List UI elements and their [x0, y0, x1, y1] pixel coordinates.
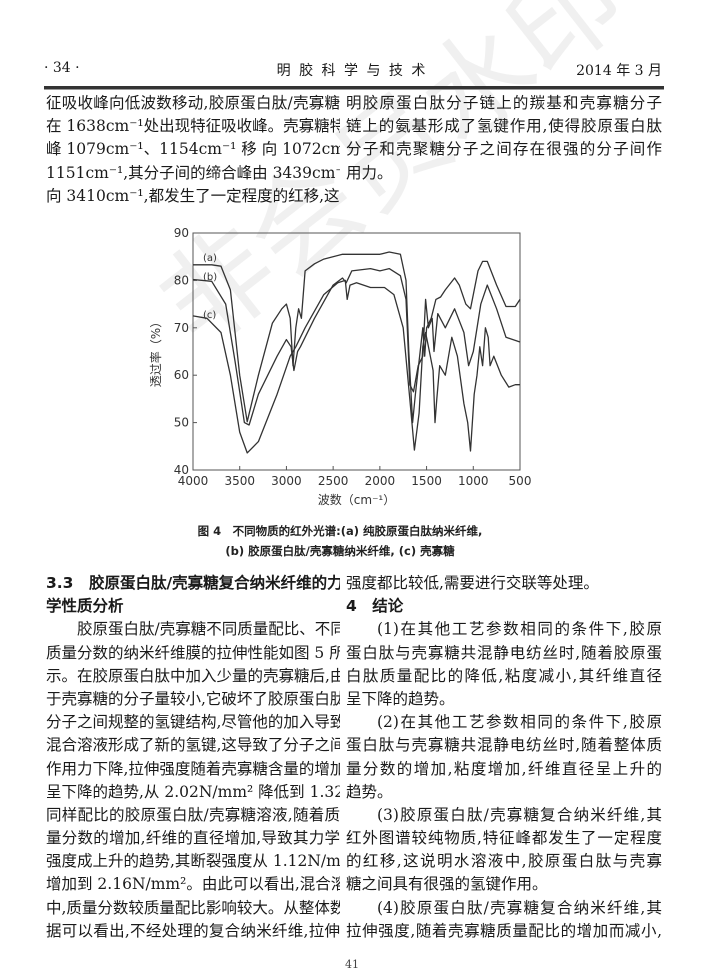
text-line: 向 3410cm⁻¹,都发生了一定程度的红移,这说 — [46, 186, 340, 205]
text-line: 同样配比的胶原蛋白肽/壳寡糖溶液,随着质 — [46, 805, 340, 824]
x-tick-label: 2500 — [318, 474, 349, 488]
text-line: 增加到 2.16N/mm²。由此可以看出,混合溶液 — [46, 875, 340, 894]
text-line: 量分数的增加,纤维的直径增加,导致其力学 — [46, 829, 340, 848]
text-line: 4 结论 — [346, 597, 404, 616]
text-line: 1151cm⁻¹,其分子间的缔合峰由 3439cm⁻¹移 — [46, 163, 340, 182]
text-line: 强度成上升的趋势,其断裂强度从 1.12N/mm² — [46, 852, 340, 871]
text-line: 据可以看出,不经处理的复合纳米纤维,拉伸 — [46, 921, 340, 940]
text-line: 强度都比较低,需要进行交联等处理。 — [346, 574, 599, 592]
text-line: 蛋白肽与壳寡糖共混静电纺丝时,随着胶原蛋 — [346, 643, 662, 662]
y-tick-label: 50 — [174, 416, 189, 430]
y-tick-label: 40 — [174, 463, 189, 477]
y-tick-label: 60 — [174, 368, 189, 382]
y-tick-label: 70 — [174, 321, 189, 335]
text-line: 作用力下降,拉伸强度随着壳寡糖含量的增加 — [46, 759, 340, 778]
text-line: 征吸收峰向低波数移动,胶原蛋白肽/壳寡糖 — [46, 94, 340, 112]
header-rule — [44, 86, 664, 90]
bottom-right-column: 强度都比较低,需要进行交联等处理。 4 结论 (1)在其他工艺参数相同的条件下,胶原… — [346, 572, 662, 943]
text-line: (3)胶原蛋白肽/壳寡糖复合纳米纤维,其 — [377, 805, 662, 824]
text-line: 于壳寡糖的分子量较小,它破坏了胶原蛋白肽 — [46, 689, 340, 708]
series-label-a: (a) — [203, 253, 217, 264]
text-line: 白肽质量配比的降低,粘度减小,其纤维直径 — [346, 666, 662, 685]
text-line: 中,质量分数较质量配比影响较大。从整体数 — [46, 898, 340, 917]
text-line: (2)在其他工艺参数相同的条件下,胶原 — [377, 713, 662, 732]
text-line: 呈下降的趋势。 — [346, 689, 455, 708]
text-line: 用力。 — [346, 163, 393, 182]
text-line: 糖之间具有很强的氢键作用。 — [346, 875, 548, 894]
plot-frame — [192, 232, 521, 471]
text-line: 3.3 胶原蛋白肽/壳寡糖复合纳米纤维的力 — [46, 574, 340, 592]
journal-title: 明 胶 科 学 与 技 术 — [276, 63, 428, 79]
bottom-left-column: 3.3 胶原蛋白肽/壳寡糖复合纳米纤维的力 学性质分析胶原蛋白肽/壳寡糖不同质量配… — [46, 572, 340, 943]
text-line: 红外图谱较纯物质,特征峰都发生了一定程度 — [346, 829, 662, 848]
text-line: 趋势。 — [346, 782, 393, 801]
text-line: 在 1638cm⁻¹处出现特征吸收峰。壳寡糖特征 — [46, 117, 340, 136]
text-line: 拉伸强度,随着壳寡糖质量配比的增加而减小, — [346, 921, 662, 940]
series-label-b: (b) — [203, 272, 217, 283]
figure-caption-line1: 图 4 不同物质的红外光谱:(a) 纯胶原蛋白肽纳米纤维, — [197, 524, 483, 538]
x-tick-label: 2000 — [365, 474, 396, 488]
y-axis-label: 透过率（%） — [148, 316, 163, 387]
text-line: (4)胶原蛋白肽/壳寡糖复合纳米纤维,其 — [377, 898, 662, 917]
y-tick-label: 80 — [174, 273, 189, 287]
x-tick-label: 1000 — [458, 474, 489, 488]
y-tick-label: 90 — [174, 226, 189, 240]
series-label-c: (c) — [203, 310, 216, 321]
text-line: 胶原蛋白肽/壳寡糖不同质量配比、不同 — [77, 620, 340, 639]
top-right-column: 明胶原蛋白肽分子链上的羰基和壳寡糖分子 链上的氨基形成了氢键作用,使得胶原蛋白肽分… — [346, 92, 662, 185]
x-tick-label: 3500 — [224, 474, 255, 488]
text-line: 示。在胶原蛋白肽中加入少量的壳寡糖后,由 — [46, 666, 340, 685]
spectrum-line-b — [192, 267, 521, 426]
spectrum-line-a — [193, 251, 521, 424]
x-tick-label: 4000 — [178, 474, 209, 488]
x-tick-label: 1500 — [411, 474, 442, 488]
ir-spectrum-chart: 4000 3500 3000 2500 2000 1500 1000 500 40 50 60 70 8… — [148, 226, 532, 507]
text-line: 的红移,这说明水溶液中,胶原蛋白肽与壳寡 — [346, 852, 662, 871]
text-line: 分子之间规整的氢键结构,尽管他的加入导致 — [46, 713, 340, 732]
text-line: 质量分数的纳米纤维膜的拉伸性能如图 5 所 — [46, 643, 340, 662]
text-line: 量分数的增加,粘度增加,纤维直径呈上升的 — [346, 759, 662, 778]
page-number-header: · 34 · — [44, 60, 80, 76]
text-line: 学性质分析 — [46, 597, 124, 616]
text-line: 明胶原蛋白肽分子链上的羰基和壳寡糖分子 — [346, 94, 662, 112]
issue-date: 2014 年 3 月 — [576, 63, 662, 79]
text-line: 峰 1079cm⁻¹、1154cm⁻¹ 移 向 1072cm⁻¹、 — [46, 140, 340, 159]
text-line: 混合溶液形成了新的氢键,这导致了分子之间 — [46, 736, 340, 755]
top-left-column: 征吸收峰向低波数移动,胶原蛋白肽/壳寡糖在 1638cm⁻¹处出现特征吸收峰。壳… — [46, 92, 340, 208]
text-line: 蛋白肽与壳寡糖共混静电纺丝时,随着整体质 — [346, 736, 662, 755]
text-line: 呈下降的趋势,从 2.02N/mm² 降低到 1.32N/mm²。 — [46, 782, 340, 801]
text-line: 链上的氨基形成了氢键作用,使得胶原蛋白肽 — [346, 117, 662, 136]
page-footer-number: 41 — [345, 958, 359, 971]
spectrum-line-c — [192, 279, 520, 454]
x-axis-label: 波数（cm⁻¹） — [318, 492, 395, 507]
figure-caption-line2: (b) 胶原蛋白肽/壳寡糖纳米纤维, (c) 壳寡糖 — [225, 544, 455, 558]
x-tick-label: 500 — [509, 474, 532, 488]
text-line: 分子和壳聚糖分子之间存在很强的分子间作 — [346, 140, 662, 159]
x-tick-label: 3000 — [271, 474, 302, 488]
text-line: (1)在其他工艺参数相同的条件下,胶原 — [377, 620, 662, 639]
